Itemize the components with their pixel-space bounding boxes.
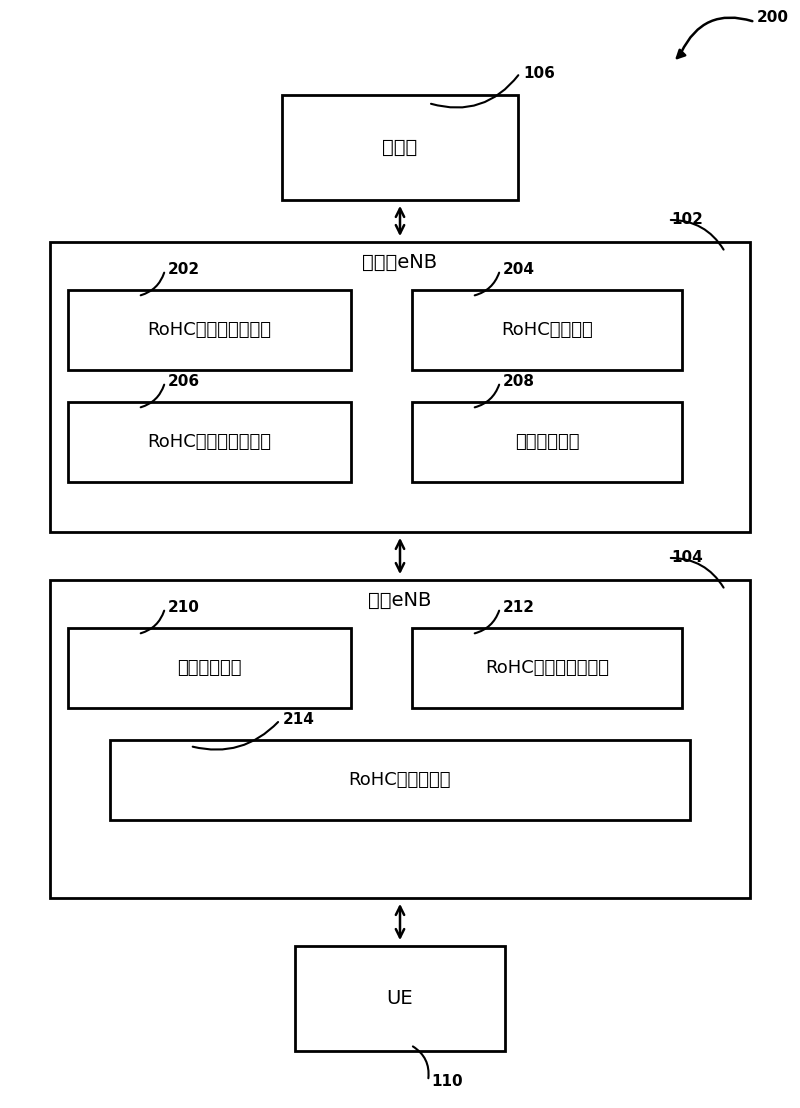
Text: RoHC上下文选择组件: RoHC上下文选择组件	[147, 321, 271, 339]
Bar	[412, 402, 682, 482]
Bar	[68, 290, 351, 370]
Bar	[282, 95, 518, 201]
Text: 承载通信组件: 承载通信组件	[514, 433, 579, 451]
Bar	[110, 740, 690, 820]
Text: 106: 106	[523, 65, 555, 81]
Text: UE: UE	[386, 989, 414, 1008]
Text: 210: 210	[168, 601, 200, 616]
Text: 102: 102	[671, 213, 703, 227]
Text: RoHC解压缩组件: RoHC解压缩组件	[349, 771, 451, 789]
Bar	[50, 242, 750, 532]
Text: 110: 110	[431, 1074, 462, 1088]
Text: 208: 208	[503, 375, 535, 390]
Bar	[412, 628, 682, 708]
Text: RoHC上下文确定组件: RoHC上下文确定组件	[485, 659, 609, 677]
Text: 212: 212	[503, 601, 535, 616]
Text: 104: 104	[671, 551, 702, 565]
Text: RoHC压缩组件: RoHC压缩组件	[501, 321, 593, 339]
Bar	[295, 946, 505, 1051]
Text: 206: 206	[168, 375, 200, 390]
Text: 中继eNB: 中继eNB	[368, 591, 432, 609]
Text: 214: 214	[283, 712, 315, 728]
Bar	[68, 628, 351, 708]
Text: 200: 200	[757, 10, 789, 25]
Text: 204: 204	[503, 263, 535, 277]
Text: 承载通信组件: 承载通信组件	[178, 659, 242, 677]
Bar	[50, 579, 750, 897]
Bar	[412, 290, 682, 370]
Text: 供给方eNB: 供给方eNB	[362, 253, 438, 271]
Text: 核心网: 核心网	[382, 138, 418, 157]
Bar	[68, 402, 351, 482]
Text: RoHC上下文指示组件: RoHC上下文指示组件	[147, 433, 271, 451]
Text: 202: 202	[168, 263, 200, 277]
